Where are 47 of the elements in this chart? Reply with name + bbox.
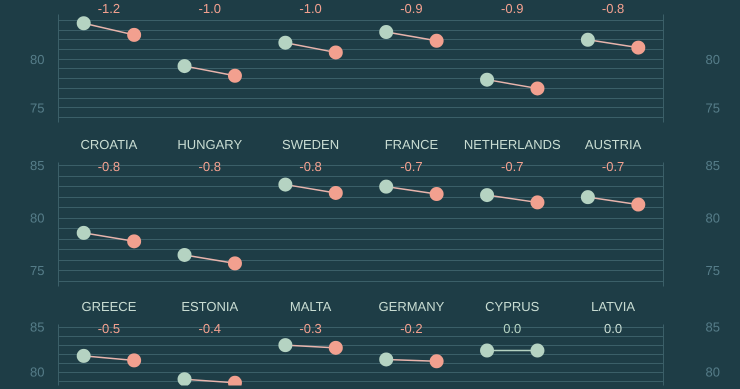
- point: [178, 372, 192, 386]
- text: GREECE: [81, 299, 137, 314]
- y-tick-label: 85: [30, 320, 45, 335]
- y2-tick-label: 75: [706, 263, 720, 278]
- text: SWEDEN: [282, 137, 340, 152]
- y2-tick-label: 80: [706, 52, 720, 67]
- text: NETHERLANDS: [464, 137, 561, 152]
- text: GERMANY: [378, 299, 445, 314]
- text: AUSTRIA: [584, 137, 642, 152]
- y2-tick-label: 80: [706, 210, 720, 226]
- point: [480, 344, 494, 358]
- text: CROATIA: [80, 137, 138, 152]
- annotation: -1.2: [98, 1, 120, 16]
- y-tick-label: 85: [30, 158, 45, 174]
- y2-tick-label: 85: [706, 320, 720, 335]
- annotation: -0.2: [400, 321, 423, 336]
- annotation: -0.3: [299, 321, 322, 336]
- annotation: -1.0: [198, 1, 221, 16]
- y2-tick-label: 85: [706, 158, 720, 174]
- point: [530, 344, 544, 358]
- y-tick-label: 80: [30, 364, 45, 380]
- text: LATVIA: [591, 299, 636, 314]
- annotation: -0.7: [501, 159, 524, 174]
- annotation: -0.8: [299, 159, 322, 174]
- annotation: -0.7: [400, 159, 423, 174]
- annotation: -0.5: [98, 321, 120, 336]
- text: CYPRUS: [485, 299, 540, 314]
- annotation: -0.8: [602, 1, 624, 16]
- annotation: -1.0: [299, 1, 322, 16]
- text: MALTA: [290, 299, 332, 314]
- annotation: 0.0: [604, 321, 622, 336]
- text: ESTONIA: [181, 299, 238, 314]
- annotation: -0.8: [198, 159, 221, 174]
- annotation: -0.9: [501, 1, 524, 16]
- y2-tick-label: 80: [706, 364, 720, 380]
- y2-tick-label: 75: [706, 100, 720, 116]
- y-tick-label: 80: [30, 210, 45, 226]
- y-tick-label: 80: [30, 52, 45, 67]
- text: FRANCE: [384, 137, 438, 152]
- y-tick-label: 75: [30, 263, 45, 278]
- text: HUNGARY: [177, 137, 242, 152]
- annotation: -0.8: [98, 159, 120, 174]
- y-tick-label: 75: [30, 100, 45, 116]
- annotation: 0.0: [503, 321, 522, 336]
- annotation: -0.4: [198, 321, 221, 336]
- annotation: -0.7: [602, 159, 624, 174]
- annotation: -0.9: [400, 1, 423, 16]
